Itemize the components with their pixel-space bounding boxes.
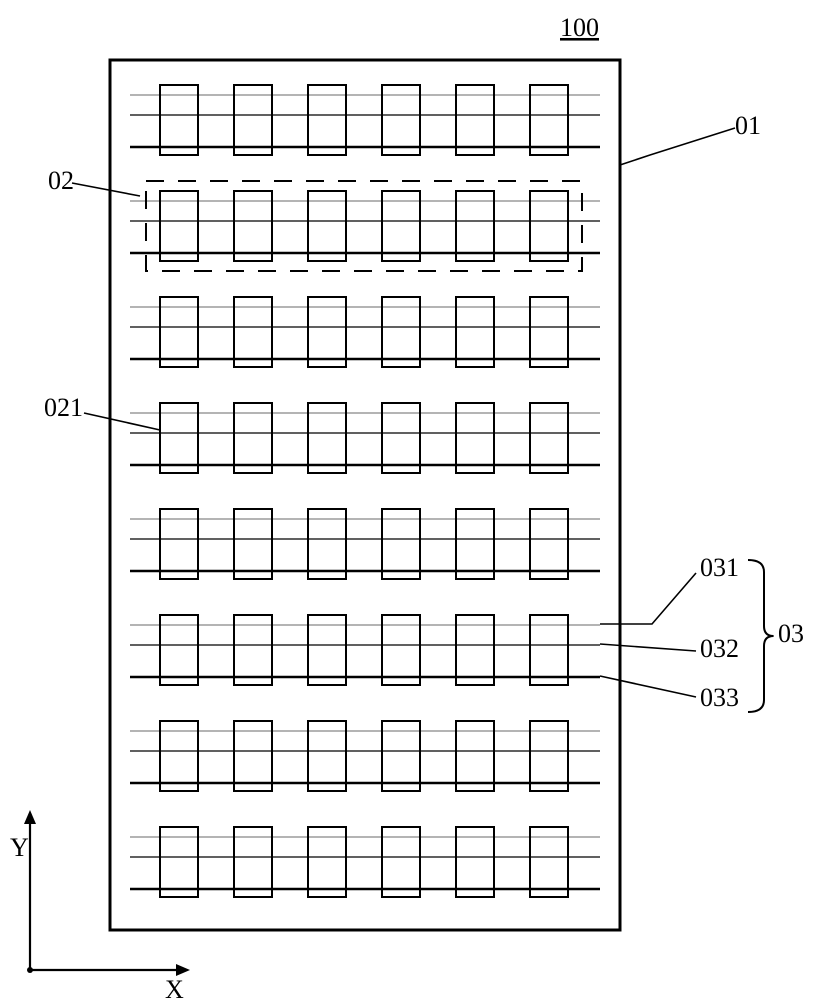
diagram-svg: 100 01 02 021 031 032 033 03 Y X — [0, 0, 814, 1000]
diagram-stage: 100 01 02 021 031 032 033 03 Y X — [0, 0, 814, 1000]
callout-label-033: 033 — [700, 683, 739, 712]
axes-origin — [27, 967, 33, 973]
callout-label-021: 021 — [44, 393, 83, 422]
callout-label-03: 03 — [778, 619, 804, 648]
callout-label-01: 01 — [735, 111, 761, 140]
callout-label-032: 032 — [700, 634, 739, 663]
y-axis-label: Y — [10, 833, 29, 862]
figure-number: 100 — [560, 13, 599, 42]
callout-label-02: 02 — [48, 166, 74, 195]
canvas-bg — [0, 0, 814, 1000]
callout-label-031: 031 — [700, 553, 739, 582]
x-axis-label: X — [165, 975, 184, 1000]
